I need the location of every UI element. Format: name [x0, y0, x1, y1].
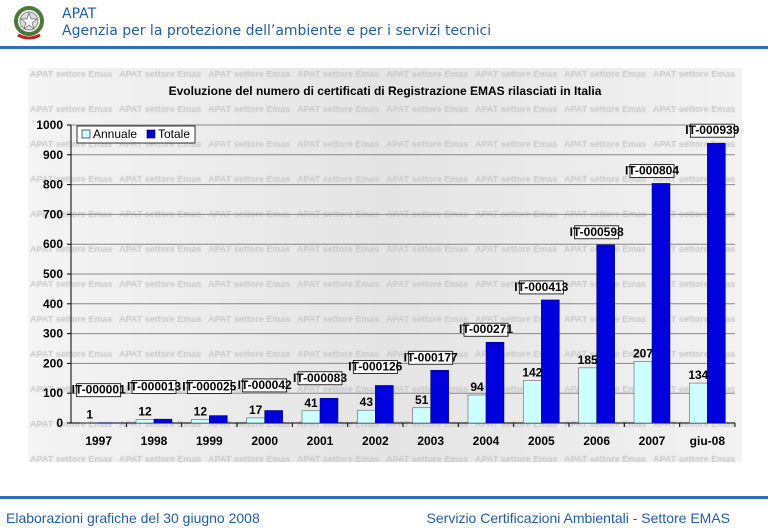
x-tick-label: 2002: [362, 434, 389, 448]
x-tick-label: 1997: [85, 434, 112, 448]
y-tick-label: 0: [56, 416, 63, 430]
y-tick-label: 100: [43, 386, 63, 400]
data-label-annuale: 51: [415, 393, 429, 407]
bar-chart: Evoluzione del numero di certificati di …: [28, 68, 742, 462]
y-tick-label: 500: [43, 267, 63, 281]
bar-totale: [209, 415, 228, 424]
italian-republic-emblem-logo: [14, 6, 44, 40]
bar-totale: [264, 410, 283, 424]
x-tick-label: 2007: [639, 434, 666, 448]
bar-totale: [596, 244, 615, 424]
data-label-totale: IT-000042: [238, 378, 292, 392]
data-label-totale: IT-000413: [514, 280, 568, 294]
data-label-box-totale: [574, 225, 620, 240]
bar-totale: [319, 398, 339, 424]
data-label-box-totale: [408, 350, 454, 365]
data-label-box-totale: [689, 123, 735, 138]
y-tick-label: 700: [43, 207, 63, 221]
data-label-annuale: 43: [360, 395, 374, 409]
data-label-box-totale: [629, 164, 675, 178]
data-label-annuale: 134: [688, 368, 708, 382]
data-label-totale: IT-000598: [570, 225, 624, 239]
data-label-totale: IT-000177: [404, 350, 458, 364]
bar-annuale: [689, 382, 708, 424]
footer-left: Elaborazioni grafiche del 30 giugno 2008: [6, 510, 260, 526]
legend-swatch-annuale: [81, 129, 91, 139]
x-tick-label: 2000: [251, 434, 278, 448]
bar-annuale: [578, 367, 597, 424]
data-label-totale: IT-000083: [293, 371, 347, 385]
data-label-totale: IT-000025: [182, 379, 236, 393]
data-label-box-totale: [518, 280, 564, 295]
legend: [76, 125, 196, 144]
bar-annuale: [412, 407, 431, 424]
org-name: APAT: [62, 6, 97, 22]
org-subtitle: Agenzia per la protezione dell’ambiente …: [62, 23, 492, 39]
x-tick-label: 1998: [141, 434, 168, 448]
y-tick-label: 1000: [36, 118, 63, 132]
bar-annuale: [467, 394, 487, 424]
y-tick-label: 400: [43, 297, 63, 311]
bar-totale: [430, 370, 449, 424]
bar-totale: [375, 385, 394, 424]
bar-annuale: [357, 409, 376, 424]
data-label-totale: IT-000939: [685, 123, 739, 137]
data-label-box-totale: [76, 383, 122, 398]
bar-annuale: [523, 380, 542, 424]
bar-totale: [541, 299, 560, 424]
data-label-annuale: 1: [86, 408, 93, 422]
y-tick-label: 600: [43, 237, 63, 251]
bar-totale: [651, 183, 671, 424]
x-tick-label: 2006: [583, 434, 610, 448]
legend-label-totale: Totale: [158, 127, 190, 141]
bar-annuale: [246, 417, 265, 424]
data-label-annuale: 185: [578, 353, 598, 367]
data-label-annuale: 17: [249, 403, 263, 417]
data-label-totale: IT-000271: [459, 322, 513, 336]
footer-right: Servizio Certificazioni Ambientali - Set…: [426, 510, 730, 526]
data-label-totale: IT-000013: [127, 379, 181, 393]
x-tick-label: giu-08: [690, 434, 726, 448]
data-label-totale: IT-000126: [348, 359, 402, 373]
data-label-annuale: 207: [633, 346, 653, 360]
data-label-totale: IT-000001: [72, 383, 126, 397]
x-tick-label: 2004: [473, 434, 500, 448]
data-label-box-totale: [352, 360, 398, 374]
data-label-box-totale: [131, 380, 177, 394]
data-label-annuale: 41: [304, 396, 318, 410]
x-tick-label: 1999: [196, 434, 223, 448]
y-tick-label: 900: [43, 148, 63, 162]
header-divider: [0, 46, 768, 49]
footer-divider: [0, 496, 768, 499]
bar-totale: [707, 142, 726, 424]
y-tick-label: 300: [43, 327, 63, 341]
data-label-box-totale: [463, 322, 509, 337]
data-label-box-totale: [297, 371, 343, 386]
data-label-annuale: 94: [470, 380, 484, 394]
bar-annuale: [135, 419, 155, 424]
data-label-annuale: 142: [522, 366, 542, 380]
legend-label-annuale: Annuale: [93, 127, 137, 141]
x-tick-label: 2003: [417, 434, 444, 448]
bar-annuale: [301, 410, 321, 424]
data-label-annuale: 12: [138, 404, 152, 418]
x-tick-label: 2001: [307, 434, 334, 448]
data-label-box-totale: [186, 380, 232, 394]
data-label-box-totale: [242, 378, 288, 393]
bar-annuale: [633, 361, 653, 424]
data-label-annuale: 12: [194, 404, 208, 418]
y-tick-label: 200: [43, 356, 63, 370]
chart-title: Evoluzione del numero di certificati di …: [169, 84, 602, 98]
bar-totale: [153, 418, 173, 424]
data-label-totale: IT-000804: [625, 163, 679, 177]
bar-totale: [485, 341, 505, 424]
legend-swatch-totale: [146, 129, 156, 139]
bar-annuale: [191, 419, 210, 424]
x-tick-label: 2005: [528, 434, 555, 448]
y-tick-label: 800: [43, 178, 63, 192]
